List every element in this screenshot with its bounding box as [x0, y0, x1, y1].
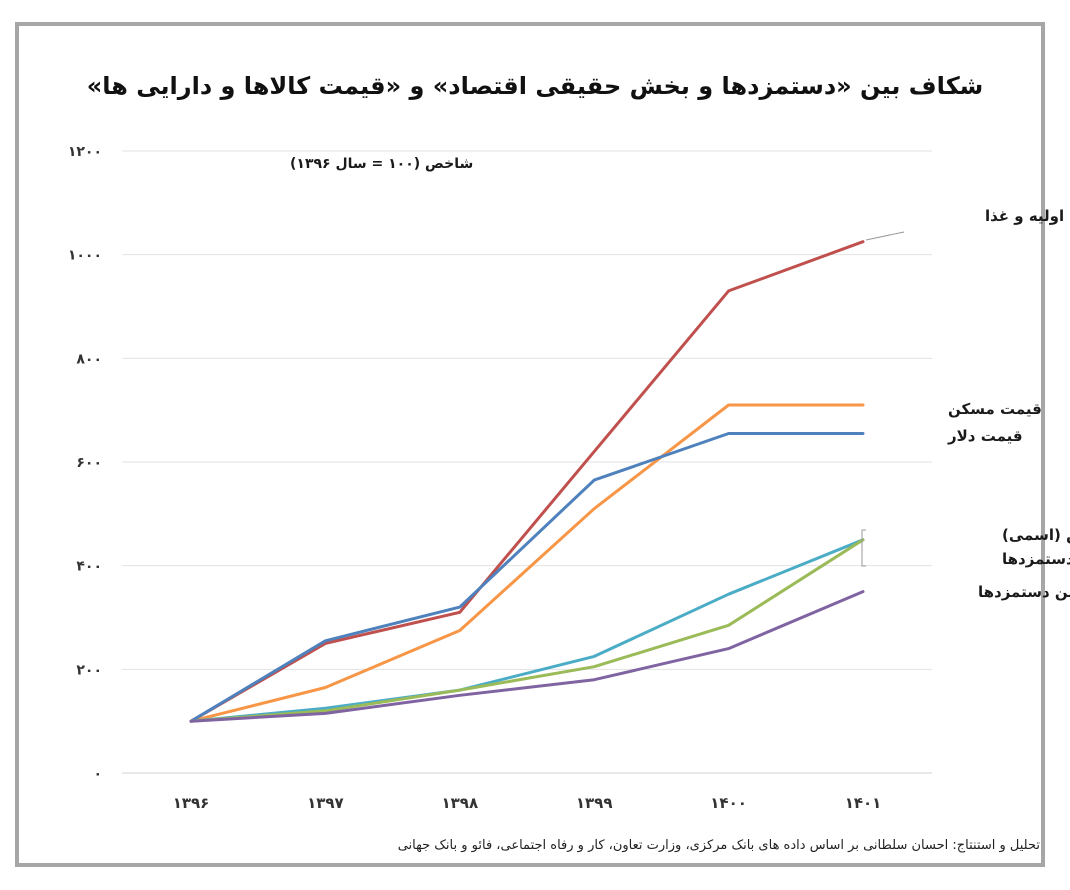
series-line — [189, 538, 865, 723]
source-note: تحلیل و استنتاج: احسان سلطانی بر اساس دا… — [397, 838, 1040, 853]
x-tick-label: ۱۳۹۹ — [576, 794, 613, 812]
series-label: میانگین دستمزدها — [978, 583, 1070, 601]
label-leader-line — [865, 231, 905, 241]
y-tick-label: ۱۰۰۰ — [68, 248, 102, 264]
y-tick-label: ۱۲۰۰ — [68, 144, 102, 160]
x-axis-ticks: ۱۳۹۶ ۱۳۹۷ ۱۳۹۸ ۱۳۹۹ ۱۴۰۰ ۱۴۰۱ — [173, 794, 882, 812]
y-tick-label: ۲۰۰ — [76, 662, 102, 678]
y-tick-label: ۴۰۰ — [76, 559, 102, 575]
series-line — [189, 240, 865, 723]
y-tick-label: ۰ — [93, 766, 102, 782]
y-tick-label: ۶۰۰ — [76, 455, 102, 471]
series-label: تولید ناخالص (اسمی) — [1002, 526, 1070, 544]
series-line — [189, 403, 865, 723]
x-tick-label: ۱۳۹۸ — [441, 794, 478, 812]
series-line — [189, 538, 865, 723]
chart-title: شکاف بین «دستمزدها و بخش حقیقی اقتصاد» و… — [86, 72, 984, 100]
x-tick-label: ۱۳۹۷ — [307, 794, 344, 812]
series-label: حداقل دستمزدها — [1002, 550, 1070, 568]
chart-frame — [15, 22, 1045, 867]
series-label: قیمت جهانی مواد اولیه و غذا — [985, 207, 1070, 225]
x-tick-label: ۱۳۹۶ — [173, 794, 210, 812]
x-tick-label: ۱۴۰۰ — [710, 794, 747, 812]
series-line — [189, 590, 865, 723]
x-tick-label: ۱۴۰۱ — [845, 794, 882, 812]
y-axis-ticks: ۰ ۲۰۰ ۴۰۰ ۶۰۰ ۸۰۰ ۱۰۰۰ ۱۲۰۰ — [68, 144, 102, 782]
series-label: قیمت مسکن — [948, 400, 1042, 418]
label-bracket — [861, 529, 866, 567]
series-label: قیمت دلار — [947, 427, 1023, 445]
y-tick-label: ۸۰۰ — [76, 351, 102, 367]
y-axis-label: شاخص (۱۰۰ = سال ۱۳۹۶) — [290, 156, 473, 172]
series-line — [189, 432, 865, 723]
series-labels: قیمت جهانی مواد اولیه و غذا قیمت مسکن قیمت… — [861, 207, 1070, 601]
series-lines — [189, 240, 865, 723]
